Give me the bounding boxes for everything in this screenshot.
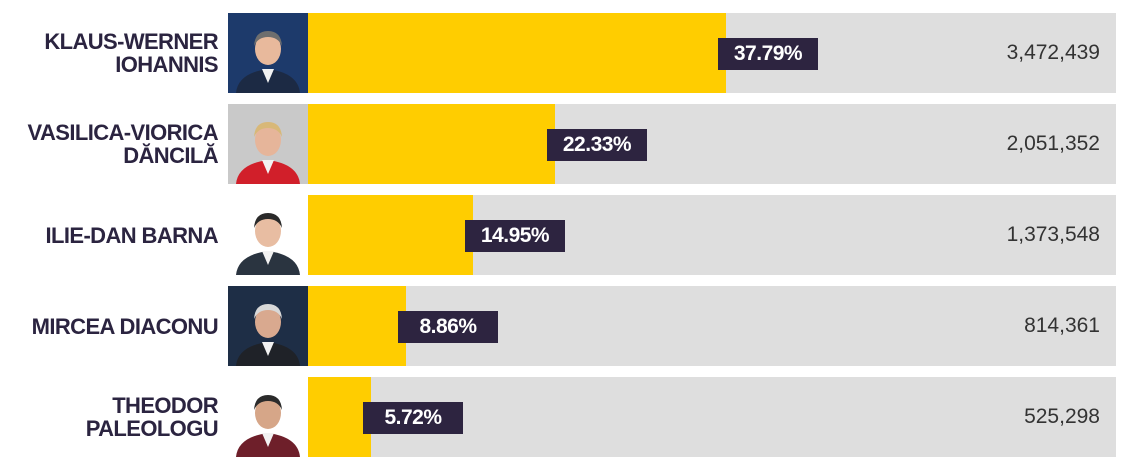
candidate-name: ILIE-DAN BARNA <box>45 222 219 248</box>
bar-track: 5.72% 525,298 <box>308 377 1116 457</box>
percentage-label: 5.72% <box>363 402 463 434</box>
bar-track: 8.86% 814,361 <box>308 286 1116 366</box>
candidate-photo <box>228 286 308 366</box>
percentage-label: 14.95% <box>465 220 565 252</box>
votes-label: 814,361 <box>1024 314 1100 337</box>
portrait-icon <box>228 195 308 275</box>
bar <box>308 377 371 457</box>
candidate-row: THEODOR PALEOLOGU 5.72% 525,298 <box>0 377 1126 457</box>
percentage-label: 37.79% <box>718 38 818 70</box>
portrait-icon <box>228 104 308 184</box>
candidate-name: KLAUS-WERNER IOHANNIS <box>44 29 218 77</box>
bar-track: 14.95% 1,373,548 <box>308 195 1116 275</box>
candidate-row: VASILICA-VIORICA DĂNCILĂ 22.33% 2,051,35… <box>0 104 1126 184</box>
candidate-name: MIRCEA DIACONU <box>31 313 219 339</box>
percentage-label: 22.33% <box>547 129 647 161</box>
candidate-row: ILIE-DAN BARNA 14.95% 1,373,548 <box>0 195 1126 275</box>
votes-label: 2,051,352 <box>1006 132 1100 155</box>
bar-track: 37.79% 3,472,439 <box>308 13 1116 93</box>
votes-label: 1,373,548 <box>1006 223 1100 246</box>
candidate-row: KLAUS-WERNER IOHANNIS 37.79% 3,472,439 <box>0 13 1126 93</box>
candidate-name: VASILICA-VIORICA DĂNCILĂ <box>27 120 219 168</box>
portrait-icon <box>228 13 308 93</box>
bar <box>308 104 555 184</box>
portrait-icon <box>228 377 308 457</box>
candidate-row: MIRCEA DIACONU 8.86% 814,361 <box>0 286 1126 366</box>
candidate-photo <box>228 13 308 93</box>
bar <box>308 286 406 366</box>
votes-label: 3,472,439 <box>1006 41 1100 64</box>
percentage-label: 8.86% <box>398 311 498 343</box>
candidate-photo <box>228 377 308 457</box>
candidate-photo <box>228 104 308 184</box>
candidate-photo <box>228 195 308 275</box>
bar <box>308 195 473 275</box>
votes-label: 525,298 <box>1024 405 1100 428</box>
candidate-name: THEODOR PALEOLOGU <box>85 393 219 441</box>
bar-track: 22.33% 2,051,352 <box>308 104 1116 184</box>
portrait-icon <box>228 286 308 366</box>
bar <box>308 13 726 93</box>
